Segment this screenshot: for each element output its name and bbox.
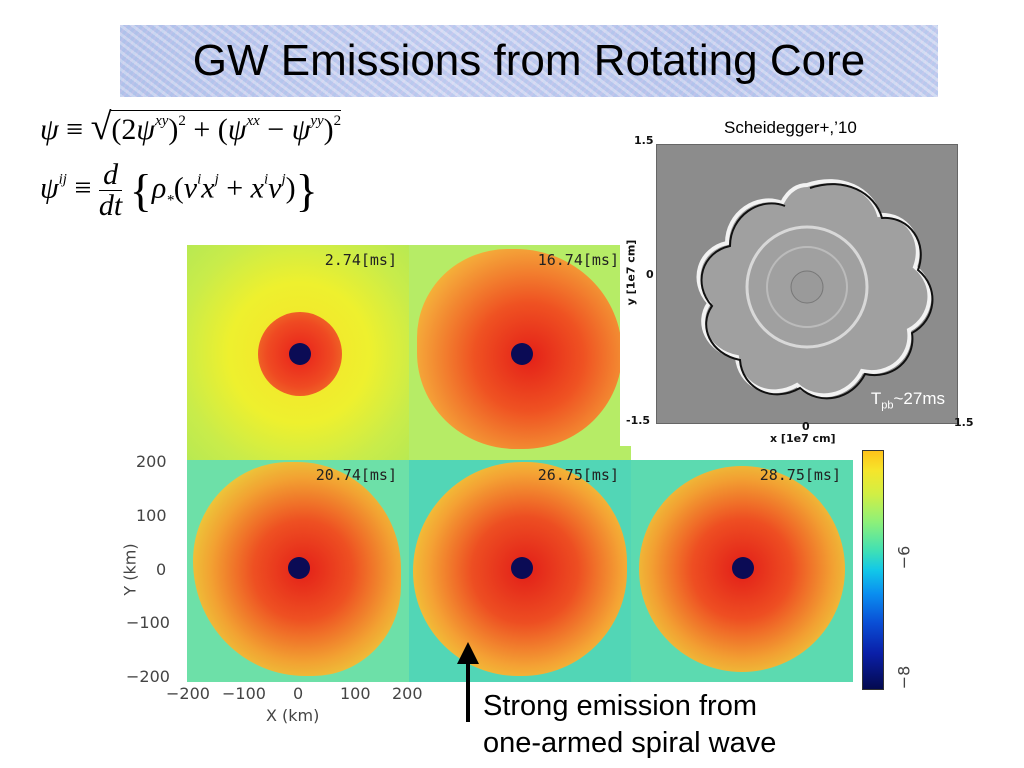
core-marker (289, 343, 311, 365)
x-tick: 200 (392, 684, 423, 703)
y-tick: 200 (136, 452, 167, 471)
x-tick: 100 (340, 684, 371, 703)
panel-t5: 28.75[ms] (631, 460, 853, 682)
y-tick: −200 (126, 667, 170, 686)
caption: Strong emission from one-armed spiral wa… (483, 688, 776, 762)
x-tick: −100 (222, 684, 266, 703)
inset-x-axis-label: x [1e7 cm] (770, 432, 836, 445)
title-banner: GW Emissions from Rotating Core (120, 25, 938, 97)
core-marker (732, 557, 754, 579)
colorbar-tick: −8 (894, 665, 914, 690)
panel-time-label: 16.74[ms] (537, 251, 619, 269)
panel-time-label: 28.75[ms] (759, 466, 841, 484)
colorbar (862, 450, 884, 690)
core-marker (511, 557, 533, 579)
caption-line-1: Strong emission from (483, 690, 757, 722)
inset-plot: Tpb~27ms (656, 144, 958, 424)
core-marker (511, 343, 533, 365)
y-tick: −100 (126, 613, 170, 632)
y-axis-title: Y (km) (120, 543, 140, 596)
inset-y-axis-label: y [1e7 cm] (624, 239, 638, 306)
inset-x-tick: 0 (802, 420, 810, 433)
panel-t2: 16.74[ms] (409, 245, 631, 460)
inset-y-tick: 0 (646, 268, 654, 281)
panel-t1: 2.74[ms] (187, 245, 409, 460)
inset-credit: Scheidegger+,’10 (724, 118, 857, 137)
colorbar-tick: −6 (894, 545, 914, 570)
panel-time-label: 26.75[ms] (537, 466, 619, 484)
inset-y-tick: -1.5 (626, 414, 651, 427)
arrow-up-icon (457, 642, 479, 664)
arrow-shaft (466, 660, 470, 722)
caption-line-2: one-armed spiral wave (483, 727, 777, 759)
panel-time-label: 2.74[ms] (324, 251, 397, 269)
inset-figure: Scheidegger+,’10 Tpb~27ms 1.5 0 -1.5 y [… (620, 118, 980, 446)
panel-t4: 26.75[ms] (409, 460, 631, 682)
y-tick: 100 (136, 506, 167, 525)
y-tick: 0 (156, 560, 167, 579)
inset-y-tick: 1.5 (634, 134, 654, 147)
inset-shock-image (657, 145, 957, 423)
x-axis-title: X (km) (266, 706, 320, 725)
inset-time-label: Tpb~27ms (870, 388, 945, 411)
x-tick: 0 (293, 684, 304, 703)
panel-t3: 20.74[ms] (187, 460, 409, 682)
inset-x-tick: 1.5 (954, 416, 974, 429)
equation-psi: ψ ≡ √(2ψxy)2 + (ψxx − ψyy)2 (40, 106, 342, 148)
x-tick: −200 (166, 684, 210, 703)
slide-title: GW Emissions from Rotating Core (192, 36, 866, 85)
panel-time-label: 20.74[ms] (315, 466, 397, 484)
core-marker (288, 557, 310, 579)
equation-psi-ij: ψij ≡ d dt {ρ*(vixj + xivj)} (40, 158, 318, 222)
